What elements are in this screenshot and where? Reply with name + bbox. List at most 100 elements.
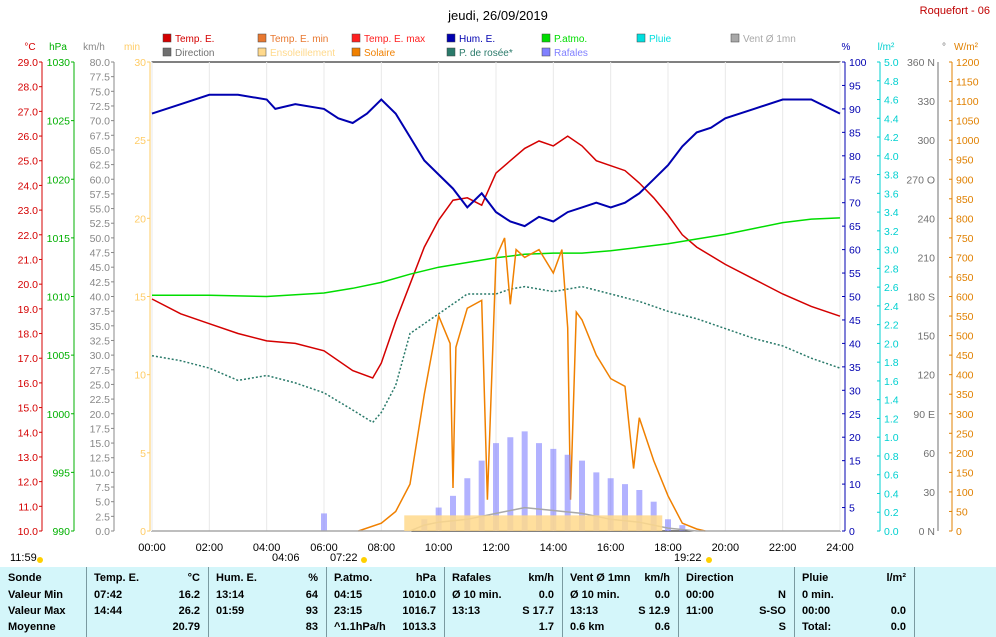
summary-time: 00:00 <box>686 589 715 601</box>
wind-axis-tick-label: 70.0 <box>90 116 111 128</box>
solar-axis-tick-label: 700 <box>956 252 974 264</box>
summary-value: S-SO <box>759 605 786 617</box>
summary-header: Rafales <box>452 572 492 584</box>
rain-axis-tick-label: 4.0 <box>884 151 899 163</box>
solar-axis-tick-label: 600 <box>956 292 974 304</box>
solar-axis-tick-label: 200 <box>956 448 974 460</box>
rain-axis-tick-label: 1.6 <box>884 376 899 388</box>
x-tick-label: 00:00 <box>138 542 166 554</box>
summary-value: 83 <box>305 621 318 633</box>
station-name: Roquefort - 06 <box>920 5 990 17</box>
summary-value: N <box>778 589 786 601</box>
legend-swatch <box>541 47 551 57</box>
wind-axis-tick-label: 12.5 <box>90 453 111 465</box>
legend-label: Ensoleillement <box>270 48 335 59</box>
solar-axis-tick-label: 100 <box>956 487 974 499</box>
axis-unit: W/m² <box>954 42 979 53</box>
hum-axis-tick-label: 80 <box>849 151 861 163</box>
wind-axis-tick-label: 80.0 <box>90 57 111 69</box>
x-tick-label: 24:00 <box>826 542 854 554</box>
solar-axis-tick-label: 850 <box>956 194 974 206</box>
solar-axis-tick-label: 650 <box>956 272 974 284</box>
summary-col-rafales: Rafales km/h Ø 10 min. 0.0 13:13 S 17.7 1.7 <box>444 567 563 637</box>
left-time: 11:59 <box>10 552 37 564</box>
summary-value: 1016.7 <box>402 605 436 617</box>
hum-axis-tick-label: 65 <box>849 221 861 233</box>
x-tick-label: 16:00 <box>597 542 625 554</box>
dir-tick-label: 150 <box>917 331 935 343</box>
wind-axis-tick-label: 67.5 <box>90 130 111 142</box>
summary-time: Total: <box>802 621 832 633</box>
summary-time: 14:44 <box>94 605 123 617</box>
rain-axis-tick-label: 3.6 <box>884 188 899 200</box>
wind-axis-tick-label: 35.0 <box>90 321 111 333</box>
legend-label: Hum. E. <box>459 34 495 45</box>
hum-axis-tick-label: 20 <box>849 432 861 444</box>
x-axis: 00:00 02:00 04:00 06:00 08:00 10:00 12:00 14:00… <box>10 542 854 564</box>
legend-label: Direction <box>175 48 214 59</box>
summary-unit: l/m² <box>886 572 906 584</box>
solar-axis-tick-label: 1200 <box>956 57 980 69</box>
summary-value: 0.6 <box>654 621 670 633</box>
legend-label: Pluie <box>649 34 672 45</box>
summary-time: 01:59 <box>216 605 245 617</box>
solar-axis-tick-label: 300 <box>956 409 974 421</box>
temp-axis-tick-label: 15.0 <box>18 403 39 415</box>
summary-time: Ø 10 min. <box>570 589 620 601</box>
hum-axis-tick-label: 95 <box>849 80 861 92</box>
summary-time: 13:13 <box>570 605 599 617</box>
legend-swatch <box>162 33 172 43</box>
wind-axis-tick-label: 5.0 <box>95 497 110 509</box>
axis-unit: hPa <box>49 42 67 53</box>
rain-axis-tick-label: 2.2 <box>884 320 899 332</box>
summary-time: 0.6 km <box>570 621 605 633</box>
chart-title: jeudi, 26/09/2019 <box>447 8 548 23</box>
summary-value: 16.2 <box>178 589 200 601</box>
pressure-axis-tick-label: 1025 <box>47 116 71 128</box>
temp-axis-tick-label: 12.0 <box>18 477 39 489</box>
hum-axis-tick-label: 90 <box>849 104 861 116</box>
pressure-axis-tick-label: 995 <box>52 467 70 479</box>
summary-header: Direction <box>686 572 734 584</box>
wind-axis-tick-label: 47.5 <box>90 248 111 260</box>
temp-axis-tick-label: 25.0 <box>18 156 39 168</box>
dir-tick-label: 360 N <box>907 57 935 69</box>
wind-axis-tick-label: 22.5 <box>90 394 111 406</box>
wind-axis-tick-label: 15.0 <box>90 438 111 450</box>
rain-axis-tick-label: 5.0 <box>884 57 899 69</box>
rain-axis-tick-label: 0.2 <box>884 507 899 519</box>
solar-axis-tick-label: 950 <box>956 155 974 167</box>
summary-header: Hum. E. <box>216 572 257 584</box>
summary-time: 23:15 <box>334 605 363 617</box>
hum-axis-tick-label: 75 <box>849 174 861 186</box>
rain-axis-tick-label: 2.4 <box>884 301 899 313</box>
pressure-axis-tick-label: 1030 <box>47 57 71 69</box>
dir-tick-label: 0 N <box>919 526 935 538</box>
solar-axis-tick-label: 1000 <box>956 135 980 147</box>
temp-axis-tick-label: 18.0 <box>18 329 39 341</box>
x-tick-label: 04:00 <box>253 542 281 554</box>
axis-unit: °C <box>24 42 35 53</box>
legend-label: Rafales <box>554 48 588 59</box>
wind-axis-tick-label: 0.0 <box>95 526 110 538</box>
dir-tick-label: 270 O <box>906 174 935 186</box>
legend-label: Temp. E. <box>175 34 214 45</box>
summary-time: 0 min. <box>802 589 834 601</box>
pressure-axis-tick-label: 1010 <box>47 292 71 304</box>
summary-unit: km/h <box>528 572 554 584</box>
summary-col-patmo: P.atmo. hPa 04:15 1010.0 23:15 1016.7 ^1.1hPa/… <box>326 567 445 637</box>
series-p-de-ros-e <box>151 285 841 424</box>
solar-axis-tick-label: 450 <box>956 350 974 362</box>
temp-axis-tick-label: 20.0 <box>18 279 39 291</box>
temp-axis-tick-label: 10.0 <box>18 526 39 538</box>
dir-tick-label: 210 <box>917 252 935 264</box>
legend-label: P.atmo. <box>554 34 587 45</box>
rain-axis-tick-label: 3.8 <box>884 170 899 182</box>
summary-table: Sonde Valeur Min Valeur Max Moyenne Temp. E.… <box>0 567 996 637</box>
summary-col-vent: Vent Ø 1mn km/h Ø 10 min. 0.0 13:13 S 12.9 0.6… <box>562 567 679 637</box>
hum-axis-tick-label: 55 <box>849 268 861 280</box>
wind-axis-tick-label: 25.0 <box>90 379 111 391</box>
solar-axis-tick-label: 0 <box>956 526 962 538</box>
moon-time: 04:06 <box>272 552 300 564</box>
sun-marker <box>37 557 43 563</box>
